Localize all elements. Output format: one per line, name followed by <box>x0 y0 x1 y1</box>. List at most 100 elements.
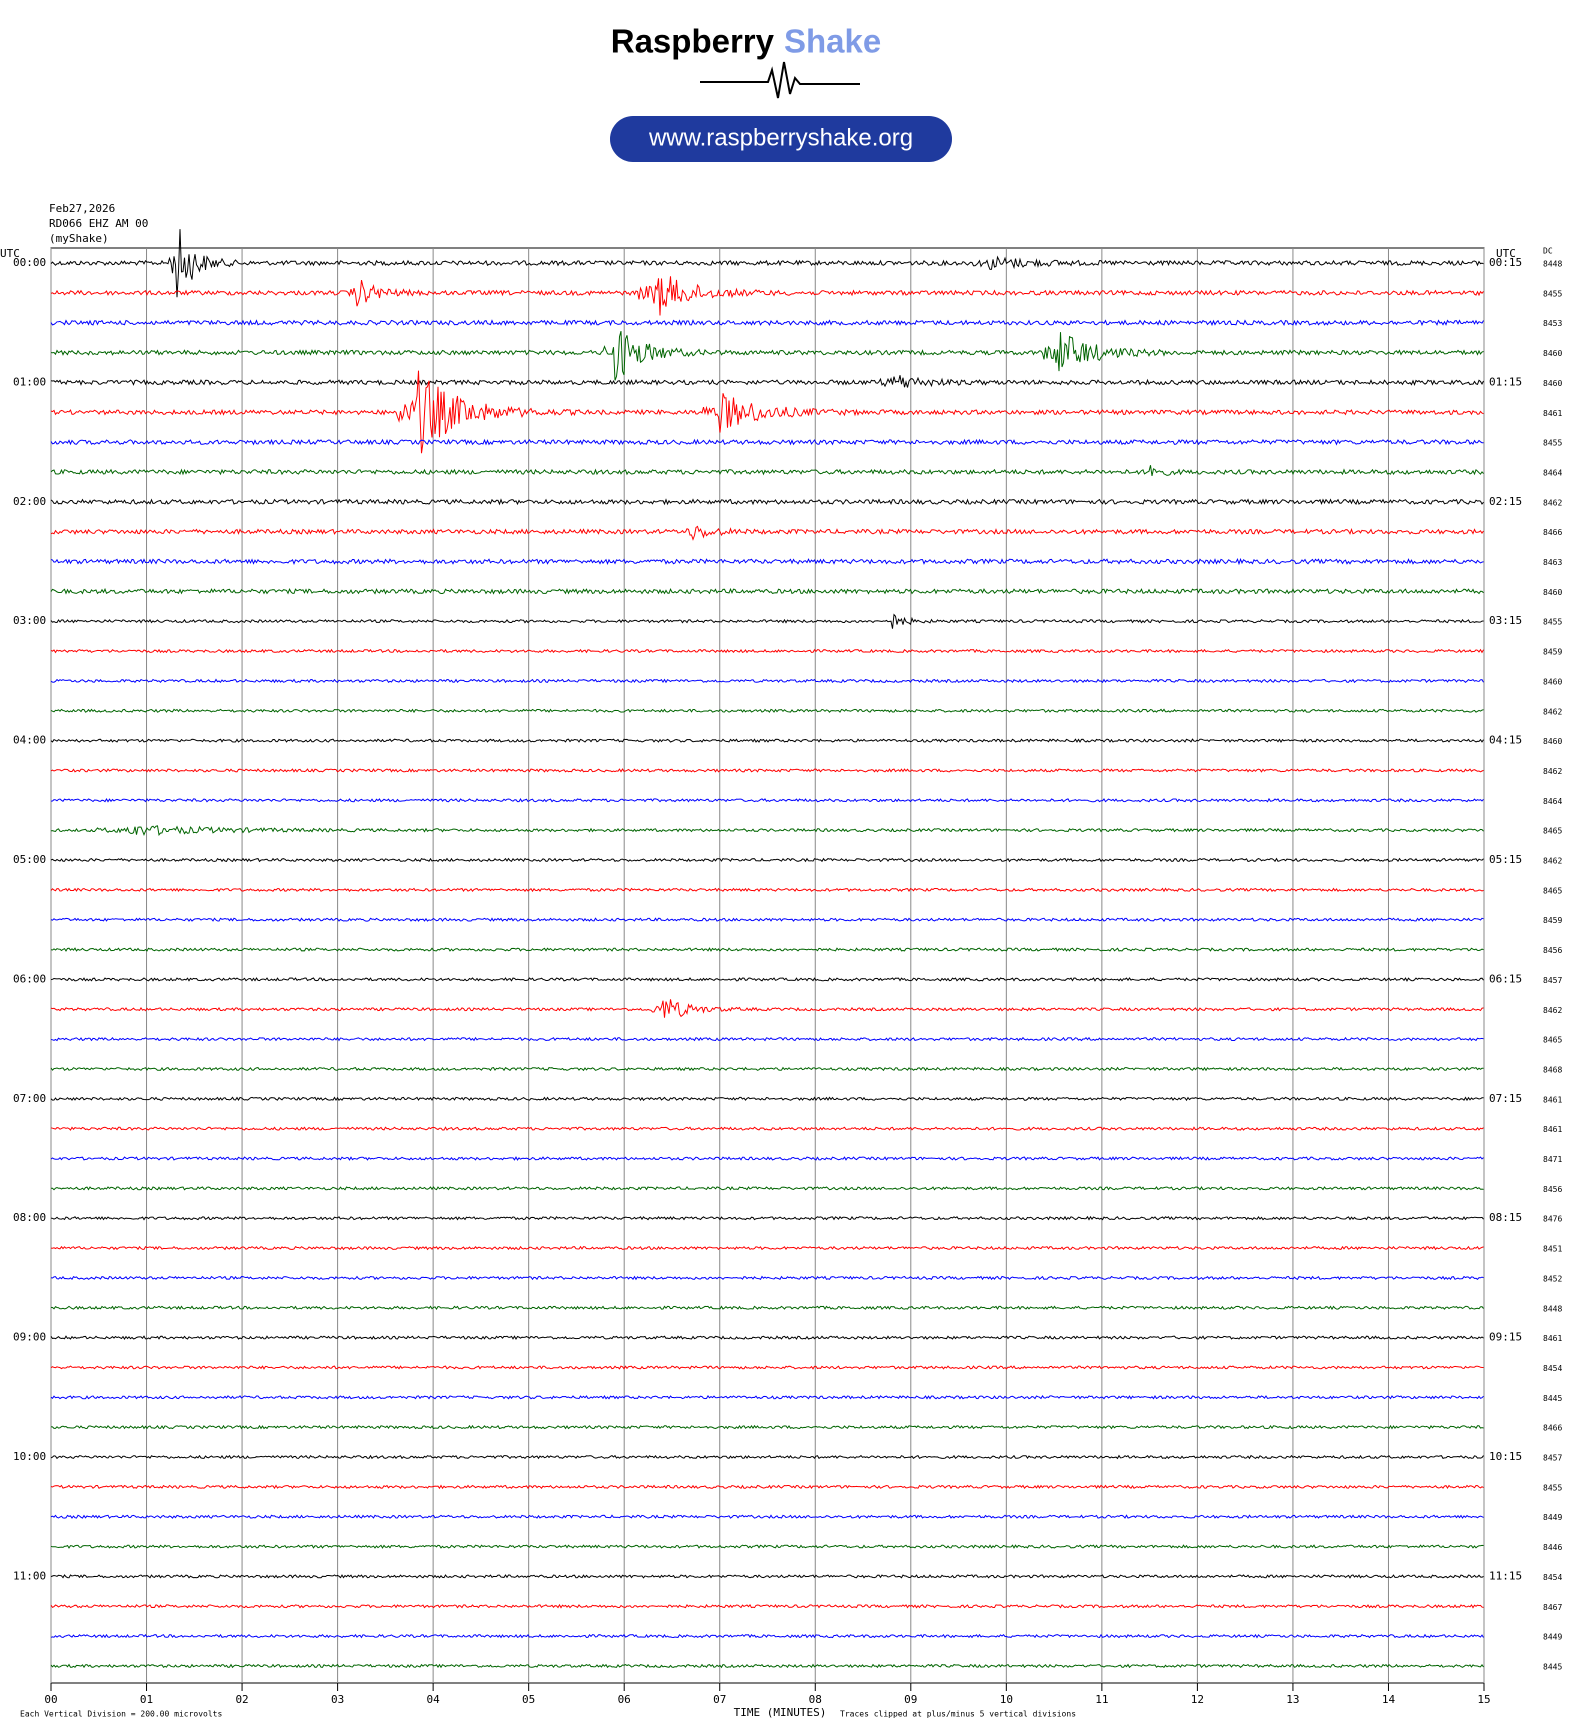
hour-label: 09:00 <box>13 1331 46 1344</box>
x-tick-label: 08 <box>809 1693 822 1706</box>
dc-value: 8462 <box>1543 707 1562 716</box>
x-tick-label: 04 <box>427 1693 441 1706</box>
x-tick-label: 13 <box>1286 1693 1299 1706</box>
dc-value: 8453 <box>1543 319 1562 328</box>
trace <box>50 1544 1484 1549</box>
dc-value: 8462 <box>1543 857 1562 866</box>
dc-value: 8462 <box>1543 767 1562 776</box>
dc-value: 8445 <box>1543 1394 1562 1403</box>
url: www.raspberryshake.org <box>648 124 913 151</box>
trace <box>50 229 1484 298</box>
url-pill <box>610 116 952 162</box>
trace <box>50 1066 1484 1072</box>
trace <box>50 587 1484 595</box>
dc-value: 8460 <box>1543 349 1562 358</box>
trace <box>50 1215 1484 1221</box>
dc-value: 8463 <box>1543 558 1562 567</box>
trace <box>50 1335 1484 1340</box>
trace <box>50 613 1484 629</box>
trace <box>50 1156 1484 1161</box>
hour-label: 04:00 <box>13 734 46 747</box>
dc-value: 8448 <box>1543 1304 1562 1313</box>
trace <box>50 498 1484 506</box>
dc-value: 8449 <box>1543 1513 1562 1522</box>
trace <box>50 648 1484 654</box>
dc-value: 8455 <box>1543 1483 1562 1492</box>
hour-label: 03:00 <box>13 614 46 627</box>
dc-value: 8461 <box>1543 1095 1562 1104</box>
x-tick-label: 11 <box>1095 1693 1108 1706</box>
trace <box>50 1395 1484 1400</box>
logo-word1: Raspberry <box>611 23 775 60</box>
quarter-label: 04:15 <box>1489 734 1522 747</box>
dc-value: 8452 <box>1543 1274 1562 1283</box>
trace <box>50 370 1484 454</box>
dc-title: DC <box>1543 247 1553 256</box>
trace <box>50 947 1484 952</box>
dc-value: 8468 <box>1543 1065 1562 1074</box>
trace <box>50 887 1484 893</box>
trace <box>50 768 1484 773</box>
x-tick-label: 12 <box>1191 1693 1204 1706</box>
x-tick-label: 14 <box>1382 1693 1396 1706</box>
trace <box>50 678 1484 684</box>
trace <box>51 1185 1484 1191</box>
trace <box>50 1484 1484 1490</box>
dc-value: 8457 <box>1543 976 1562 985</box>
quarter-label: 03:15 <box>1489 614 1522 627</box>
dc-value: 8465 <box>1543 886 1562 895</box>
trace <box>50 1514 1484 1519</box>
trace <box>50 708 1484 714</box>
dc-value: 8461 <box>1543 1334 1562 1343</box>
dc-value: 8462 <box>1543 498 1562 507</box>
dc-value: 8454 <box>1543 1573 1562 1582</box>
dc-value: 8460 <box>1543 379 1562 388</box>
x-tick-label: 09 <box>904 1693 917 1706</box>
trace <box>50 1454 1484 1460</box>
dc-value: 8465 <box>1543 827 1562 836</box>
trace <box>50 525 1484 541</box>
trace <box>50 1633 1484 1639</box>
dc-value: 8456 <box>1543 1185 1562 1194</box>
dc-value: 8464 <box>1543 468 1562 477</box>
dc-value: 8454 <box>1543 1364 1562 1373</box>
trace <box>50 1305 1484 1311</box>
trace <box>50 1126 1484 1131</box>
quarter-label: 11:15 <box>1489 1569 1522 1582</box>
trace <box>50 825 1484 837</box>
logo-word2: Shake <box>784 23 881 60</box>
dc-value: 8459 <box>1543 648 1562 657</box>
trace <box>50 917 1484 922</box>
dc-value: 8462 <box>1543 1006 1562 1015</box>
quarter-label: 10:15 <box>1489 1450 1522 1463</box>
trace <box>50 999 1484 1018</box>
trace <box>50 977 1484 982</box>
hour-label: 00:00 <box>13 256 46 269</box>
trace <box>50 557 1484 566</box>
dc-value: 8466 <box>1543 1424 1562 1433</box>
x-tick-label: 05 <box>522 1693 535 1706</box>
trace <box>50 465 1484 477</box>
x-tick-label: 01 <box>140 1693 153 1706</box>
trace <box>50 276 1484 316</box>
dc-value: 8460 <box>1543 588 1562 597</box>
hour-label: 07:00 <box>13 1092 46 1105</box>
quarter-label: 02:15 <box>1489 495 1522 508</box>
dc-value: 8461 <box>1543 409 1562 418</box>
x-tick-label: 15 <box>1477 1693 1490 1706</box>
dc-value: 8446 <box>1543 1543 1562 1552</box>
x-tick-label: 10 <box>1000 1693 1013 1706</box>
quarter-label: 09:15 <box>1489 1331 1522 1344</box>
dc-value: 8449 <box>1543 1633 1562 1642</box>
x-tick-label: 00 <box>44 1693 57 1706</box>
dc-value: 8465 <box>1543 1036 1562 1045</box>
hour-label: 08:00 <box>13 1211 46 1224</box>
date: Feb27,2026 <box>49 202 115 215</box>
dc-value: 8455 <box>1543 439 1562 448</box>
dc-value: 8451 <box>1543 1245 1562 1254</box>
quarter-label: 01:15 <box>1489 375 1522 388</box>
dc-value: 8457 <box>1543 1454 1562 1463</box>
trace <box>50 1603 1484 1609</box>
trace <box>50 375 1484 388</box>
